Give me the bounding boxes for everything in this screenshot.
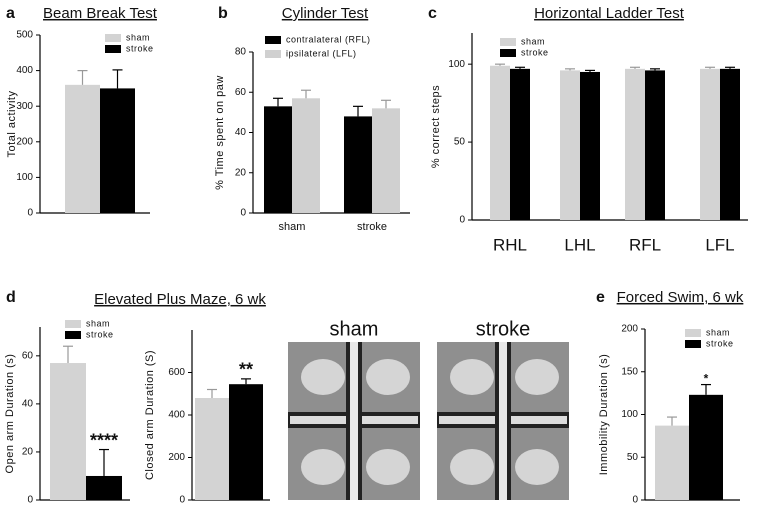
x-tick-label: RFL [629, 235, 661, 254]
y-tick-label: 100 [16, 172, 33, 183]
panel-letter: a [6, 5, 15, 22]
y-tick-label: 500 [16, 30, 33, 41]
legend-label: stroke [521, 47, 549, 57]
legend-swatch [500, 49, 516, 57]
y-tick-label: 400 [16, 65, 33, 76]
y-tick-label: 60 [22, 350, 34, 361]
y-axis-label: Open arm Duration (s) [4, 354, 16, 474]
bar [372, 108, 400, 213]
y-tick-label: 0 [632, 495, 638, 506]
image-label: sham [330, 318, 379, 340]
image-label: stroke [476, 318, 530, 340]
y-tick-label: 100 [448, 59, 465, 70]
bar [195, 398, 229, 500]
y-axis-label: % correct steps [430, 85, 442, 168]
bar [645, 70, 665, 221]
y-axis-label: Closed arm Duration (S) [144, 350, 156, 480]
y-tick-label: 0 [459, 215, 465, 226]
bar [700, 68, 720, 220]
bar [655, 425, 689, 500]
x-tick-label: RHL [493, 235, 527, 254]
bar [490, 65, 510, 220]
annotation: ** [239, 360, 253, 380]
annotation: **** [90, 430, 118, 450]
y-axis-label: Immobility Duration (s) [598, 354, 610, 476]
x-tick-label: stroke [357, 221, 387, 233]
bar [50, 363, 86, 500]
y-axis-label: Total activity [6, 91, 18, 158]
chart-title: Horizontal Ladder Test [534, 5, 685, 22]
chart-title: Beam Break Test [43, 5, 158, 22]
y-tick-label: 20 [22, 447, 34, 458]
legend-swatch [685, 329, 701, 337]
y-axis-label: % Time spent on paw [214, 75, 226, 190]
y-tick-label: 40 [235, 127, 247, 138]
bar [560, 70, 580, 221]
y-tick-label: 40 [22, 399, 34, 410]
y-tick-label: 200 [168, 452, 185, 463]
y-tick-label: 100 [621, 409, 638, 420]
panel-letter: b [218, 5, 228, 22]
y-tick-label: 80 [235, 47, 247, 58]
bar [720, 68, 740, 220]
y-tick-label: 200 [621, 324, 638, 335]
legend-label: sham [86, 318, 110, 328]
legend-label: sham [521, 36, 545, 46]
bar [292, 98, 320, 213]
panel-letter: d [6, 289, 16, 306]
panel-letter: c [428, 5, 437, 22]
bar [86, 475, 122, 500]
y-tick-label: 400 [168, 410, 185, 421]
bar [344, 116, 372, 213]
y-tick-label: 600 [168, 367, 185, 378]
legend-swatch [105, 34, 121, 42]
legend-swatch [265, 36, 281, 44]
bar [689, 394, 723, 500]
y-tick-label: 300 [16, 101, 33, 112]
legend-label: ipsilateral (LFL) [286, 48, 357, 58]
chart-title: Forced Swim, 6 wk [617, 289, 744, 306]
y-tick-label: 50 [627, 452, 639, 463]
legend-swatch [65, 320, 81, 328]
legend-label: sham [706, 327, 730, 337]
x-tick-label: LHL [564, 235, 595, 254]
maze-image [437, 342, 569, 500]
legend-label: sham [126, 32, 150, 42]
bar [510, 68, 530, 220]
y-tick-label: 0 [240, 208, 246, 219]
bar [100, 88, 135, 213]
y-tick-label: 20 [235, 167, 247, 178]
y-tick-label: 0 [27, 495, 33, 506]
legend-label: stroke [706, 338, 734, 348]
bar [65, 84, 100, 213]
bar [625, 68, 645, 220]
y-tick-label: 60 [235, 87, 247, 98]
x-tick-label: sham [279, 221, 306, 233]
maze-image [288, 342, 420, 500]
y-tick-label: 0 [179, 495, 185, 506]
chart-title: Elevated Plus Maze, 6 wk [94, 291, 266, 308]
y-tick-label: 200 [16, 136, 33, 147]
chart-title: Cylinder Test [282, 5, 369, 22]
annotation: * [704, 372, 709, 386]
legend-swatch [105, 45, 121, 53]
panel-letter: e [596, 289, 605, 306]
legend-label: stroke [86, 329, 114, 339]
y-tick-label: 0 [27, 208, 33, 219]
y-tick-label: 50 [454, 137, 466, 148]
legend-swatch [65, 331, 81, 339]
legend-swatch [500, 38, 516, 46]
bar [580, 71, 600, 220]
legend-swatch [685, 340, 701, 348]
bar [264, 106, 292, 213]
bar [229, 384, 263, 500]
legend-label: contralateral (RFL) [286, 34, 371, 44]
y-tick-label: 150 [621, 366, 638, 377]
legend-label: stroke [126, 43, 154, 53]
legend-swatch [265, 50, 281, 58]
x-tick-label: LFL [705, 235, 734, 254]
